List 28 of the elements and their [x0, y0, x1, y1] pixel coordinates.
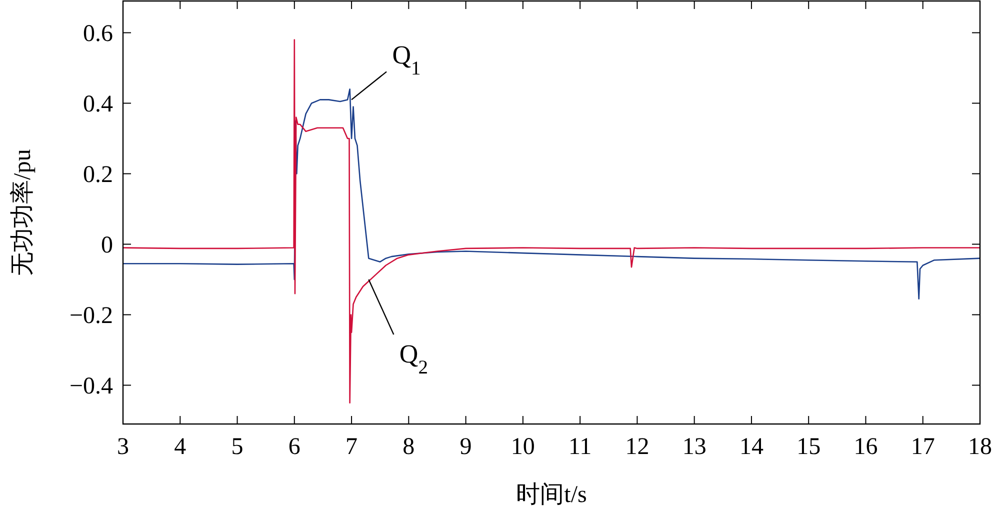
x-tick-label: 18 — [968, 434, 992, 460]
y-tick-label: 0.6 — [83, 21, 113, 48]
x-tick-label: 6 — [288, 434, 300, 460]
x-tick-label: 12 — [625, 434, 650, 460]
x-tick-label: 9 — [460, 434, 472, 460]
x-tick-label: 4 — [174, 434, 186, 460]
annotation: Q$_{1}$ — [392, 40, 421, 80]
x-tick-label: 3 — [117, 434, 129, 460]
x-tick-label: 13 — [682, 434, 706, 460]
x-tick-label: 16 — [854, 434, 878, 460]
y-tick-label: 0 — [101, 232, 113, 259]
y-tick-label: −0.2 — [69, 303, 113, 330]
y-axis-title: 无功功率/pu — [9, 149, 36, 276]
x-tick-label: 14 — [739, 434, 764, 460]
y-tick-label: 0.2 — [83, 162, 113, 188]
y-tick-label: −0.4 — [69, 374, 113, 400]
annotation: Q$_{2}$ — [399, 339, 428, 378]
line-series — [122, 39, 981, 404]
line-series — [122, 88, 981, 300]
y-tick-label: 0.4 — [83, 92, 113, 118]
x-axis-title: 时间t/s — [516, 482, 587, 508]
x-tick-label: 8 — [402, 434, 415, 460]
x-tick-label: 5 — [231, 434, 244, 460]
x-tick-label: 7 — [346, 434, 358, 460]
x-tick-label: 11 — [568, 434, 592, 460]
x-tick-label: 10 — [510, 434, 535, 460]
x-tick-label: 15 — [796, 434, 821, 460]
x-tick-label: 17 — [910, 434, 935, 460]
